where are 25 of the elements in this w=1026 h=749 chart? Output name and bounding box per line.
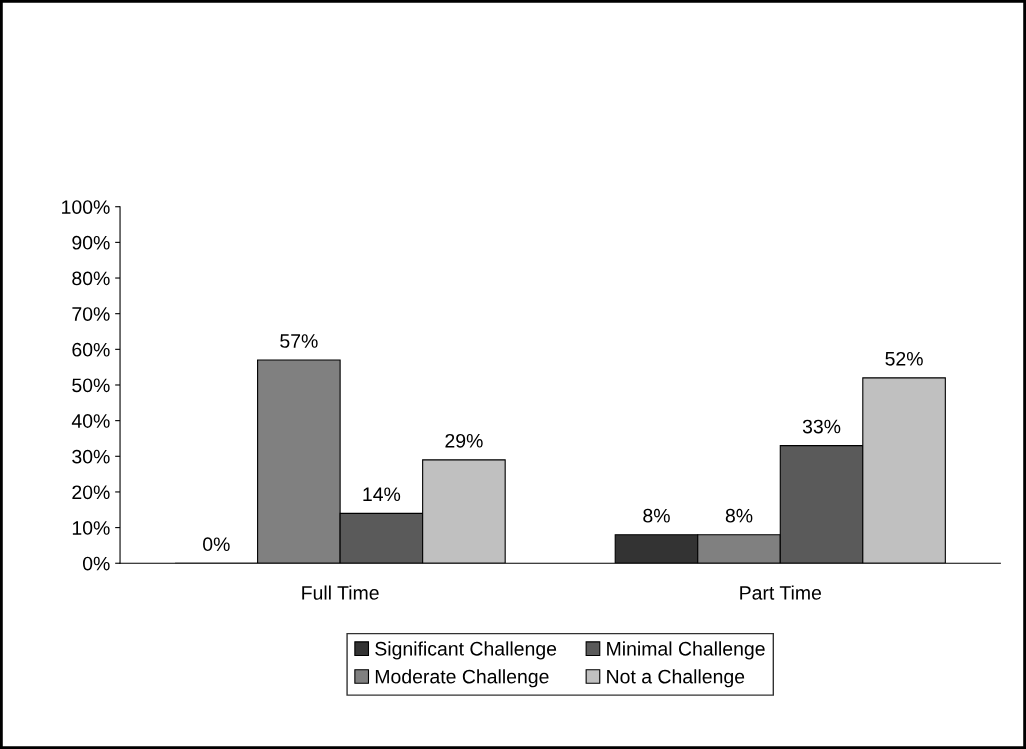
text: 8% bbox=[725, 508, 753, 523]
y-tick-label: 20% bbox=[72, 485, 110, 500]
y-tick-label: 90% bbox=[72, 235, 110, 250]
text: 29% bbox=[445, 433, 483, 448]
text: 0% bbox=[203, 537, 230, 552]
y-tick-label: 70% bbox=[72, 307, 110, 321]
y-tick-label: 30% bbox=[72, 449, 110, 464]
y-tick-label: 80% bbox=[72, 271, 110, 286]
text: 8% bbox=[643, 508, 670, 523]
y-tick-label: 50% bbox=[72, 378, 110, 393]
legend-label: Not a Challenge bbox=[607, 669, 745, 688]
text: 57% bbox=[280, 334, 318, 348]
text: 52% bbox=[885, 351, 923, 366]
x-tick-label: Part Time bbox=[740, 585, 822, 600]
text: 14% bbox=[363, 487, 401, 502]
y-tick-label: 40% bbox=[71, 414, 110, 428]
y-tick-label: 10% bbox=[72, 521, 110, 535]
x-tick-label: Full Time bbox=[302, 585, 379, 600]
y-tick-label: 100% bbox=[62, 200, 110, 214]
y-tick-label: 60% bbox=[72, 342, 110, 357]
legend-label: Minimal Challenge bbox=[607, 641, 765, 660]
legend-label: Significant Challenge bbox=[375, 641, 557, 660]
text: 33% bbox=[802, 419, 841, 434]
legend-label: Moderate Challenge bbox=[375, 669, 549, 688]
y-tick-label: 0% bbox=[82, 556, 110, 571]
